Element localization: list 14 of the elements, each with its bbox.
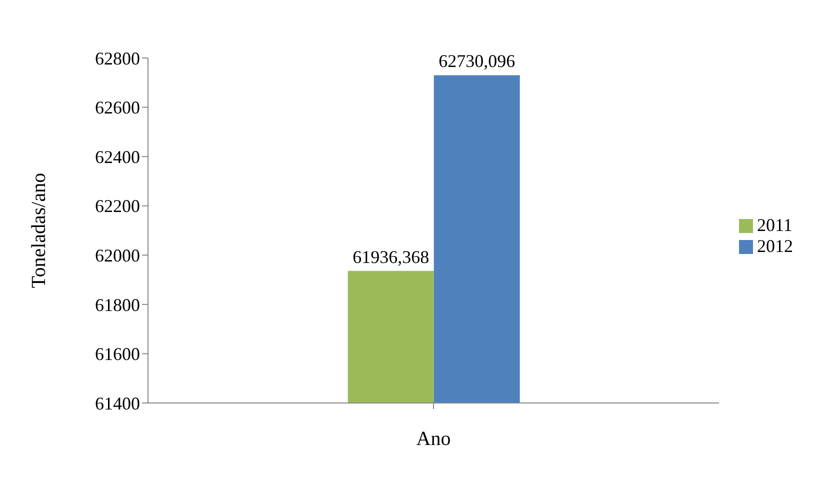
legend-label: 2012	[757, 236, 793, 256]
y-tick-label: 61600	[95, 344, 140, 364]
data-label: 61936,368	[352, 246, 430, 267]
y-tick-label: 62400	[95, 146, 140, 167]
y-tick-label: 61400	[95, 393, 140, 414]
x-axis-title: Ano	[416, 428, 451, 450]
y-tick-label: 62800	[95, 48, 140, 68]
legend-label: 2011	[757, 214, 792, 234]
y-tick-label: 62600	[95, 98, 140, 118]
y-axis-title: Toneladas/ano	[28, 172, 50, 288]
y-tick-label: 62200	[95, 196, 140, 216]
y-tick-label: 61800	[95, 294, 140, 315]
data-label: 62730,096	[438, 51, 516, 72]
y-tick-label: 62000	[95, 246, 140, 266]
